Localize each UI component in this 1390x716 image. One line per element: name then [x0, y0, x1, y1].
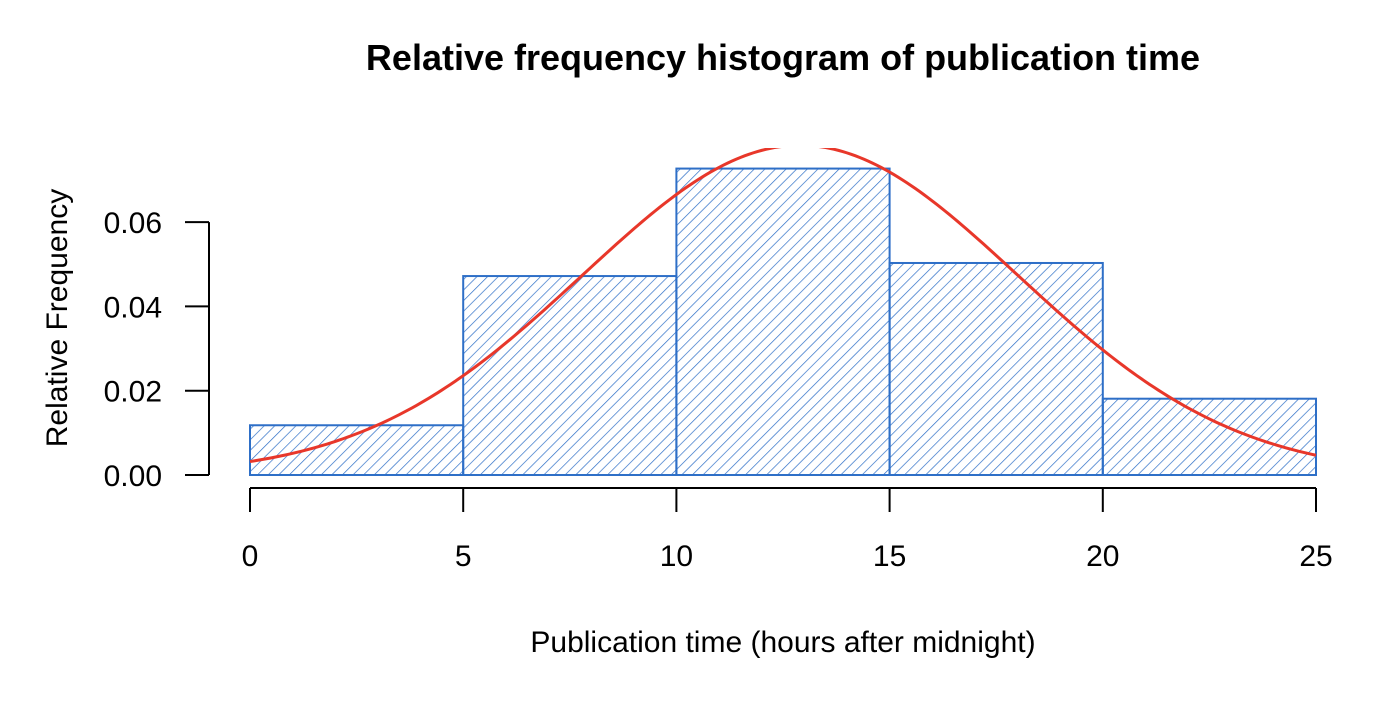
x-tick-label: 25 [1299, 540, 1332, 573]
x-tick-label: 20 [1086, 540, 1119, 573]
x-axis-label: Publication time (hours after midnight) [530, 626, 1035, 659]
histogram-bar-4 [1101, 397, 1318, 476]
density-curve [249, 148, 1317, 464]
chart-title: Relative frequency histogram of publicat… [366, 37, 1200, 78]
histogram-bar-3 [888, 261, 1104, 476]
y-tick-label: 0.06 [104, 207, 162, 240]
x-tick-label: 0 [242, 540, 259, 573]
histogram-bar-2 [675, 167, 891, 477]
y-axis-label: Relative Frequency [41, 189, 74, 447]
y-axis: 0.00 0.02 0.04 0.06 [104, 207, 210, 493]
histogram-bar-1 [462, 275, 678, 476]
x-tick-label: 5 [455, 540, 472, 573]
x-tick-label: 15 [873, 540, 906, 573]
x-tick-label: 10 [660, 540, 693, 573]
y-tick-label: 0.02 [104, 376, 162, 409]
y-tick-label: 0.00 [104, 460, 162, 493]
density-curve-group [249, 148, 1317, 464]
x-axis: 0 5 10 15 20 25 [242, 487, 1333, 573]
y-tick-label: 0.04 [104, 291, 162, 324]
bars-group [249, 167, 1318, 477]
